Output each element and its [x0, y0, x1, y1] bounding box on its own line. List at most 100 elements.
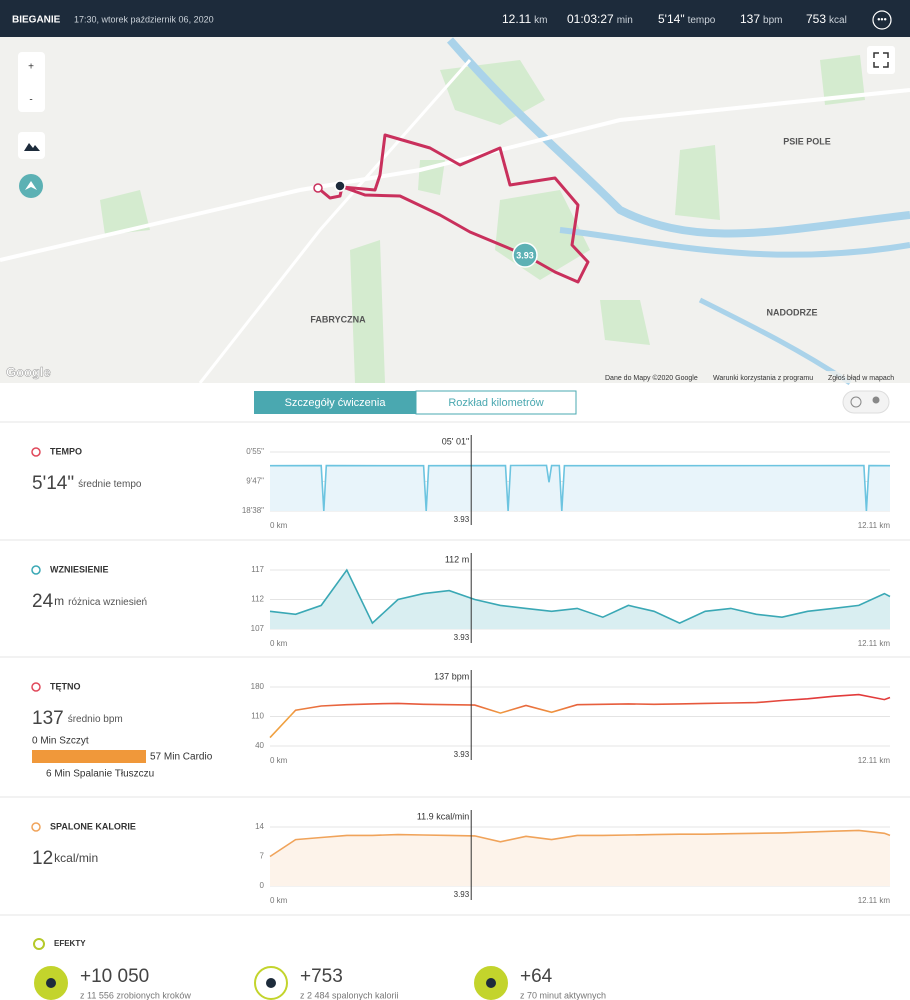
panel-icon — [31, 682, 41, 692]
terrain-icon — [24, 143, 40, 151]
attribution-bar — [600, 371, 910, 383]
tab-label[interactable]: Szczegóły ćwiczenia — [285, 397, 387, 409]
cursor-label: 05' 01" — [442, 436, 469, 446]
stat-value: 01:03:27 — [567, 12, 614, 26]
header-stat: 137 bpm — [740, 12, 782, 26]
area-fill — [270, 570, 890, 629]
panel-value: 12kcal/min — [32, 848, 98, 869]
y-tick-label: 40 — [255, 741, 264, 750]
data-line — [269, 693, 891, 739]
effect-caption: z 2 484 spalonych kalorii — [300, 990, 399, 1000]
cursor-x-label: 3.93 — [454, 890, 470, 899]
x-tick-label: 12.11 km — [858, 521, 891, 530]
panel-title: SPALONE KALORIE — [50, 821, 136, 831]
y-tick-label: 0'55" — [246, 447, 264, 456]
terrain-button[interactable] — [18, 132, 45, 159]
header-datetime: 17:30, wtorek październik 06, 2020 — [74, 14, 214, 24]
header-title: BIEGANIE — [12, 15, 61, 26]
map-marker — [512, 242, 538, 268]
y-tick-label: 110 — [251, 712, 264, 721]
cursor-x-label: 3.93 — [454, 515, 470, 524]
fullscreen-button[interactable] — [867, 46, 895, 74]
stat-unit: tempo — [688, 15, 716, 26]
stat-unit: kcal — [829, 15, 847, 26]
cursor-x-label: 3.93 — [454, 633, 470, 642]
y-tick-label: 7 — [260, 852, 265, 861]
cursor-x-label: 3.93 — [454, 750, 470, 759]
x-tick-label: 12.11 km — [858, 896, 891, 905]
data-line — [269, 464, 891, 512]
panel-icon — [31, 565, 41, 575]
y-tick-label: 18'38" — [242, 506, 264, 515]
menu-button[interactable] — [872, 10, 892, 30]
panel-title: WZNIESIENIE — [50, 564, 109, 574]
attribution: Dane do Mapy ©2020 Google — [605, 374, 698, 382]
y-tick-label: 180 — [251, 682, 265, 691]
value: 12 — [32, 848, 53, 869]
caption: różnica wzniesień — [68, 597, 147, 608]
cursor-label: 11.9 kcal/min — [417, 811, 469, 821]
route — [317, 133, 590, 284]
road — [198, 59, 472, 384]
x-tick-label: 0 km — [270, 521, 288, 530]
effect-caption: z 11 556 zrobionych kroków — [80, 990, 191, 1000]
panel-value: 5'14" średnie tempo — [32, 473, 142, 494]
location-icon — [25, 181, 37, 190]
map-label: FABRYCZNA — [310, 314, 366, 324]
effect-value: +753 — [300, 966, 343, 987]
zoom-out[interactable]: - — [29, 95, 32, 106]
panel-title: TEMPO — [50, 446, 82, 456]
map-label: PSIE POLE — [783, 136, 831, 146]
stat-value: 12.11 — [502, 12, 531, 26]
map-marker-label: 3.93 — [516, 250, 534, 260]
header-bar — [0, 0, 910, 37]
y-tick-label: 117 — [251, 565, 264, 574]
zone-label: 6 Min Spalanie Tłuszczu — [46, 769, 154, 780]
header-stat: 01:03:27 min — [567, 12, 633, 26]
header-stat: 12.11 km — [502, 12, 547, 26]
river — [559, 227, 910, 258]
x-tick-label: 0 km — [270, 756, 288, 765]
tab[interactable] — [415, 390, 577, 415]
zone-label: 57 Min Cardio — [150, 752, 213, 763]
y-tick-label: 0 — [260, 881, 265, 890]
tab-label[interactable]: Rozkład kilometrów — [448, 397, 543, 409]
cursor-label: 137 bpm — [434, 671, 469, 681]
unit: kcal/min — [54, 851, 98, 865]
effect-value: +64 — [520, 966, 553, 987]
clock-icon — [850, 396, 862, 408]
menu-dots[interactable]: ••• — [877, 14, 886, 24]
area-fill — [270, 830, 890, 886]
map-label: NADODRZE — [767, 307, 818, 317]
stat-value: 5'14" — [658, 12, 685, 26]
unit: m — [54, 594, 64, 608]
river — [446, 37, 910, 238]
stat-unit: min — [617, 15, 633, 26]
zoom-in[interactable]: + — [28, 62, 34, 73]
panel-title: TĘTNO — [50, 681, 81, 691]
route-start — [313, 183, 323, 193]
view-toggle[interactable] — [842, 390, 890, 414]
value: 24 — [32, 591, 54, 612]
effect-value: +10 050 — [80, 966, 149, 987]
y-tick-label: 14 — [255, 822, 264, 831]
value: 137 — [32, 708, 64, 729]
effects-title: EFEKTY — [54, 939, 86, 948]
effect-icon-inner — [486, 978, 496, 988]
x-tick-label: 12.11 km — [858, 756, 891, 765]
stat-unit: km — [534, 15, 547, 26]
x-tick-label: 12.11 km — [858, 639, 891, 648]
x-tick-label: 0 km — [270, 896, 288, 905]
zoom-control — [18, 52, 45, 112]
panel-value: 24m różnica wzniesień — [32, 591, 147, 612]
attribution[interactable]: Warunki korzystania z programu — [713, 375, 813, 382]
fullscreen-icon — [873, 52, 889, 68]
x-tick-label: 0 km — [270, 639, 288, 648]
map-logo: Google — [6, 364, 51, 379]
header-stat: 5'14" tempo — [658, 12, 716, 26]
attribution[interactable]: Zgłoś błąd w mapach — [828, 375, 894, 382]
tab-active[interactable] — [254, 391, 416, 414]
stat-value: 137 — [740, 12, 760, 26]
cursor-label: 112 m — [445, 554, 469, 564]
